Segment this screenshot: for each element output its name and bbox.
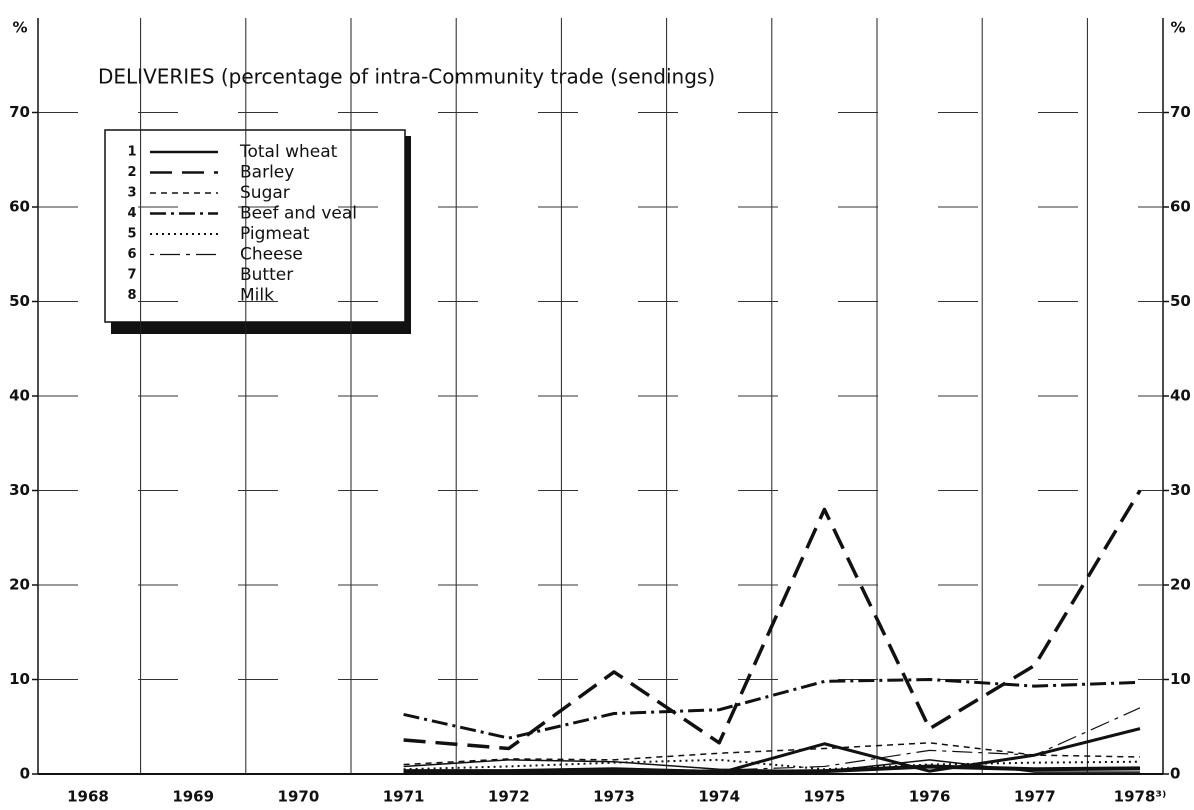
- x-tick-label: 1977: [1014, 788, 1056, 806]
- series-line: [403, 678, 1141, 740]
- y-tick-label: 30: [9, 481, 30, 499]
- y-tick-label: 0: [20, 765, 30, 783]
- legend-label: Sugar: [240, 183, 290, 203]
- legend-number: 1: [127, 145, 136, 160]
- legend-number: 7: [127, 268, 136, 283]
- legend-label: Milk: [240, 286, 274, 306]
- x-tick-label: 1973: [593, 788, 635, 806]
- legend-label: Butter: [240, 265, 293, 285]
- y2-tick-label: 20: [1170, 576, 1191, 594]
- x-tick-label: 1976: [909, 788, 951, 806]
- chart-title: DELIVERIES (percentage of intra-Communit…: [98, 65, 715, 89]
- y-tick-label: 70: [9, 103, 30, 121]
- y2-tick-label: 30: [1170, 481, 1191, 499]
- y-tick-label: 60: [9, 198, 30, 216]
- legend-label: Cheese: [240, 245, 303, 265]
- legend-label: Barley: [240, 163, 294, 183]
- x-tick-label: 1978³⁾: [1114, 788, 1167, 806]
- x-tick-label: 1970: [278, 788, 320, 806]
- legend-number: 2: [127, 165, 136, 180]
- legend-label: Pigmeat: [240, 224, 310, 244]
- x-tick-label: 1968: [67, 788, 109, 806]
- legend-number: 8: [127, 288, 136, 303]
- y-tick-label: 20: [9, 576, 30, 594]
- y2-tick-label: 10: [1170, 670, 1191, 688]
- y2-tick-label: 70: [1170, 103, 1191, 121]
- x-tick-label: 1969: [172, 788, 214, 806]
- y-tick-label: 10: [9, 670, 30, 688]
- legend-number: 6: [127, 247, 136, 262]
- y-axis-label: %: [12, 19, 27, 37]
- y2-tick-label: 60: [1170, 198, 1191, 216]
- legend-label: Beef and veal: [240, 204, 357, 224]
- x-tick-label: 1975: [804, 788, 846, 806]
- legend: [104, 129, 406, 323]
- legend-number: 3: [127, 186, 136, 201]
- x-tick-label: 1972: [488, 788, 530, 806]
- y2-tick-label: 40: [1170, 387, 1191, 405]
- legend-number: 4: [127, 206, 136, 221]
- y2-tick-label: 50: [1170, 292, 1191, 310]
- x-tick-label: 1974: [698, 788, 740, 806]
- legend-label: Total wheat: [239, 142, 338, 162]
- x-tick-label: 1971: [383, 788, 425, 806]
- y2-tick-label: 0: [1170, 765, 1180, 783]
- y2-axis-label: %: [1170, 19, 1185, 37]
- legend-number: 5: [127, 227, 136, 242]
- series-line: [403, 742, 1141, 766]
- series-line: [403, 489, 1142, 751]
- y-tick-label: 50: [9, 292, 30, 310]
- y-tick-label: 40: [9, 387, 30, 405]
- series-line: [403, 764, 1141, 775]
- series-line: [403, 727, 1141, 775]
